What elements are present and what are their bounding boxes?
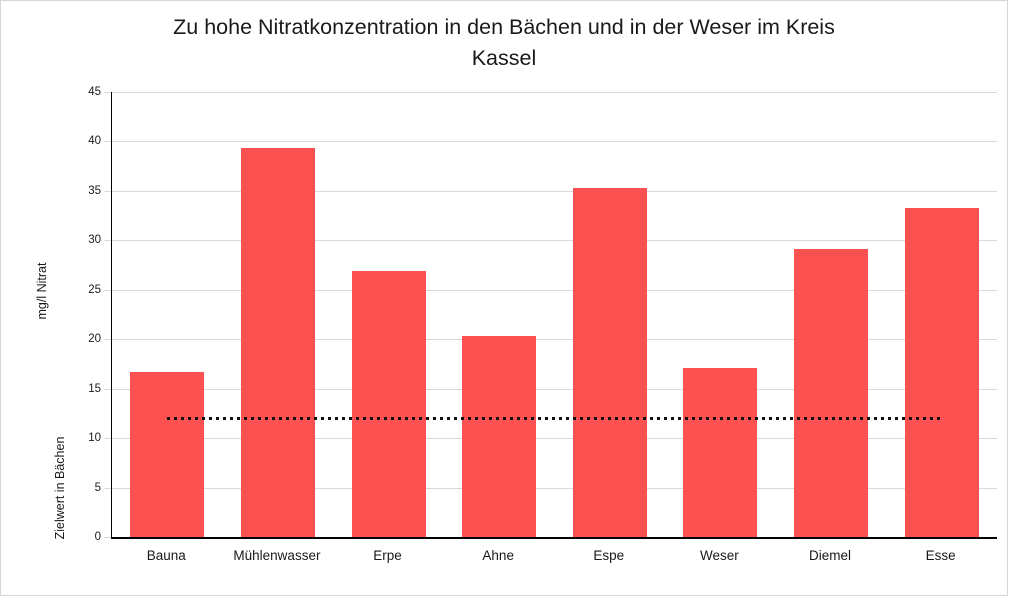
y-tick-label-15: 15 <box>88 382 101 395</box>
y-tick-mark-25 <box>104 289 111 291</box>
gridline-45 <box>112 92 997 93</box>
plot-area <box>111 92 997 539</box>
y-tick-label-45: 45 <box>88 86 101 98</box>
y-tick-mark-15 <box>104 388 111 390</box>
x-category-label-ahne: Ahne <box>482 548 514 563</box>
y-tick-label-10: 10 <box>88 432 101 445</box>
bar-ahne <box>462 336 537 537</box>
x-category-label-bauna: Bauna <box>146 548 186 563</box>
y-tick-label-35: 35 <box>88 184 101 197</box>
gridline-40 <box>112 141 997 143</box>
x-category-label-esse: Esse <box>925 548 956 563</box>
gridline-5 <box>112 487 997 489</box>
gridline-35 <box>112 190 997 192</box>
y-tick-mark-40 <box>104 141 111 143</box>
chart-title-line2: Kassel <box>471 46 537 70</box>
gridline-15 <box>112 388 997 390</box>
bar-bauna <box>130 371 205 537</box>
gridline-30 <box>112 240 997 242</box>
bar-mühlenwasser <box>240 148 315 537</box>
bar-weser <box>683 367 758 537</box>
y-tick-label-0: 0 <box>94 531 101 543</box>
bar-diemel <box>794 249 869 537</box>
y-tick-mark-30 <box>104 240 111 242</box>
bar-erpe <box>351 271 426 537</box>
y-tick-mark-35 <box>104 190 111 192</box>
x-category-label-weser: Weser <box>700 548 739 563</box>
target-line <box>167 416 942 420</box>
x-category-label-mühlenwasser: Mühlenwasser <box>233 548 321 563</box>
x-category-label-diemel: Diemel <box>809 548 852 563</box>
x-category-label-erpe: Erpe <box>373 548 402 563</box>
y-tick-mark-5 <box>104 487 111 489</box>
y-tick-label-40: 40 <box>88 135 101 148</box>
gridline-10 <box>112 438 997 440</box>
y-tick-label-20: 20 <box>88 333 101 346</box>
y-tick-label-30: 30 <box>88 234 101 247</box>
x-category-label-espe: Espe <box>593 548 625 563</box>
chart-title-line1: Zu hohe Nitratkonzentration in den Bäche… <box>173 15 835 39</box>
gridline-20 <box>112 339 997 341</box>
y-tick-mark-45 <box>104 92 111 93</box>
gridline-25 <box>112 289 997 291</box>
chart-title: Zu hohe Nitratkonzentration in den Bäche… <box>1 12 1007 74</box>
y-tick-label-5: 5 <box>94 481 101 494</box>
y-axis-label-units: mg/l Nitrat <box>35 262 49 320</box>
y-tick-mark-0 <box>104 537 111 538</box>
y-tick-label-25: 25 <box>88 283 101 296</box>
y-tick-mark-10 <box>104 438 111 440</box>
y-tick-mark-20 <box>104 339 111 341</box>
bar-espe <box>572 187 647 537</box>
bar-esse <box>904 207 979 537</box>
